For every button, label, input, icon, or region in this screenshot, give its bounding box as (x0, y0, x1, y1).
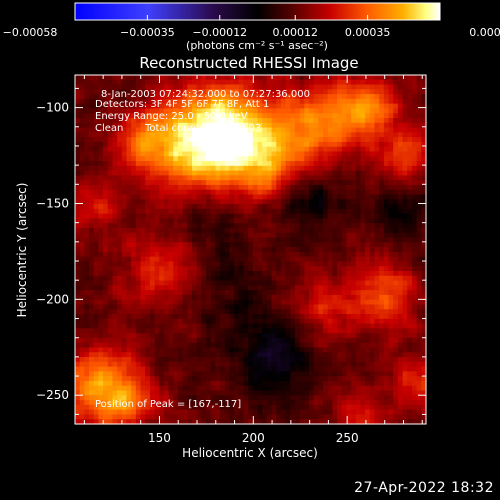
colorbar-tick-label: 0.00058 (469, 26, 500, 39)
y-tick-label: −150 (36, 196, 69, 210)
x-tick-label: 150 (148, 431, 171, 445)
annotation-counts: Total counts: 3.94E+03 (144, 123, 261, 134)
x-axis-label: Heliocentric X (arcsec) (182, 446, 318, 460)
annotations: 8-Jan-2003 07:24:32.000 to 07:27:36.000 … (95, 89, 310, 410)
y-axis-label: Heliocentric Y (arcsec) (15, 183, 29, 318)
plot-frame (74, 74, 427, 425)
y-tick-label: −250 (36, 388, 69, 402)
plot-area (74, 74, 427, 425)
annotation-peak: Position of Peak = [167,-117] (95, 399, 241, 410)
x-tick-label: 200 (242, 431, 265, 445)
x-tick-label: 250 (336, 431, 359, 445)
annotation-detectors: Detectors: 3F 4F 5F 6F 7F 8F, Att 1 (95, 99, 269, 110)
colorbar-tick-label: 0.00012 (273, 26, 319, 39)
y-tick-label: −200 (36, 292, 69, 306)
footer-timestamp: 27-Apr-2022 18:32 (354, 480, 494, 496)
annotation-time: 8-Jan-2003 07:24:32.000 to 07:27:36.000 (101, 89, 310, 100)
x-axis: 150 200 250 (83, 75, 423, 445)
colorbar-tick-label: −0.00058 (3, 26, 58, 39)
colorbar-tick-label: −0.00035 (120, 26, 175, 39)
colorbar: −0.00058 −0.00035 −0.00012 0.00012 0.00035 0.… (3, 2, 500, 52)
chart-title: Reconstructed RHESSI Image (139, 54, 358, 72)
annotation-algorithm: Clean (95, 123, 123, 134)
colorbar-tick-label: 0.00035 (345, 26, 391, 39)
heatmap-grid (75, 75, 427, 425)
y-axis: −250 −200 −150 −100 (36, 87, 426, 415)
y-tick-label: −100 (36, 101, 69, 115)
annotation-energy: Energy Range: 25.0 - 50.0 keV (95, 111, 248, 122)
colorbar-gradient (74, 2, 441, 21)
colorbar-units: (photons cm⁻² s⁻¹ asec⁻²) (186, 39, 328, 52)
colorbar-tick-label: −0.00012 (192, 26, 247, 39)
